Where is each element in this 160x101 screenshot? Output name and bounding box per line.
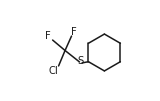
Text: F: F [71, 27, 76, 37]
Text: S: S [77, 56, 83, 66]
Text: Cl: Cl [49, 66, 58, 76]
Text: F: F [45, 31, 51, 41]
